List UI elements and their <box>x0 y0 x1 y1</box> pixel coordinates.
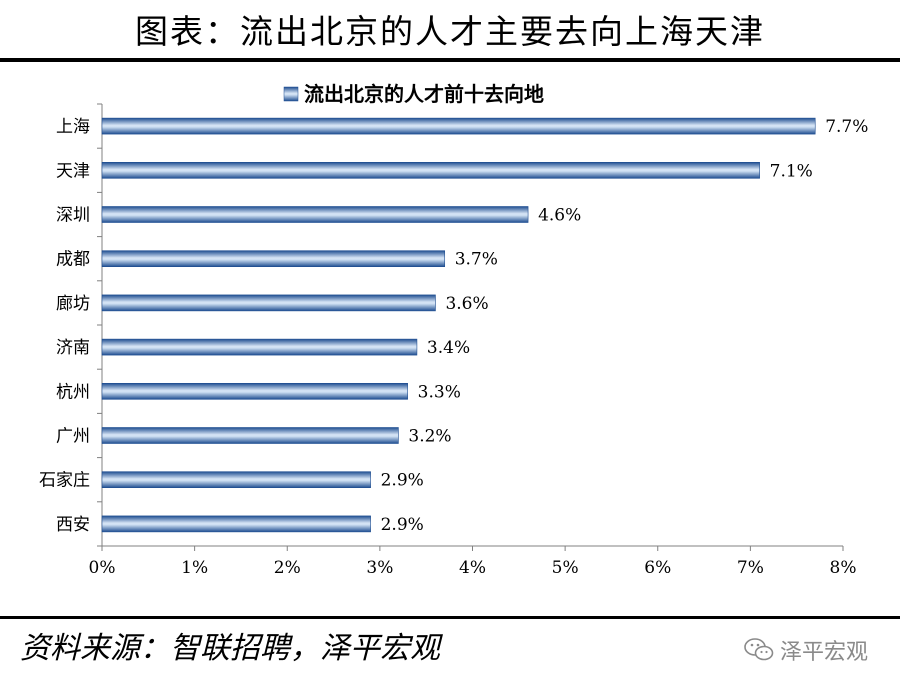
bar <box>101 382 408 400</box>
data-label: 4.6% <box>538 206 581 226</box>
watermark-text: 泽平宏观 <box>780 640 869 665</box>
page-title: 图表：流出北京的人才主要去向上海天津 <box>135 12 765 51</box>
x-tick-label: 0% <box>89 558 116 578</box>
bar <box>101 250 446 267</box>
top-divider <box>0 58 900 62</box>
bar <box>101 162 760 179</box>
x-tick-label: 3% <box>366 558 393 578</box>
category-label: 成都 <box>56 250 90 270</box>
legend-swatch <box>283 86 299 102</box>
category-label: 廊坊 <box>56 294 90 314</box>
category-label: 西安 <box>56 515 90 535</box>
category-label: 深圳 <box>56 206 90 226</box>
bar <box>101 427 399 444</box>
chart-bars <box>101 117 816 533</box>
data-label: 3.7% <box>455 250 498 270</box>
x-tick-label: 1% <box>181 558 208 578</box>
data-label: 2.9% <box>381 471 424 491</box>
data-label: 7.1% <box>770 161 813 181</box>
bar <box>101 338 418 356</box>
bar <box>101 471 371 489</box>
data-label: 3.3% <box>418 382 461 402</box>
x-tick-label: 6% <box>644 558 671 578</box>
data-label: 2.9% <box>381 515 424 535</box>
x-tick-label: 5% <box>552 558 579 578</box>
data-label: 3.2% <box>408 427 451 447</box>
category-label: 天津 <box>56 161 90 181</box>
bar <box>101 117 816 135</box>
category-label: 济南 <box>56 338 90 358</box>
source-note: 资料来源：智联招聘，泽平宏观 <box>20 631 440 666</box>
chart-legend: 流出北京的人才前十去向地 <box>283 82 544 106</box>
category-label: 杭州 <box>56 382 90 402</box>
data-label: 3.6% <box>445 294 488 314</box>
bar <box>101 294 436 312</box>
chart-axes: 0% 1% 2% 3% 4% 5% 6% 7% 8% <box>89 103 857 578</box>
bottom-divider <box>0 616 900 619</box>
category-label: 广州 <box>56 427 90 447</box>
header: 图表：流出北京的人才主要去向上海天津 <box>0 0 900 58</box>
bar <box>101 206 529 223</box>
category-label: 石家庄 <box>39 471 90 491</box>
chart-labels: 上海 7.7% 天津 7.1% 深圳 4.6% 成都 3.7% 廊坊 3.6% 济南 3.4% 杭州 3.… <box>39 117 868 535</box>
category-label: 上海 <box>56 117 90 137</box>
data-label: 7.7% <box>825 117 868 137</box>
x-tick-label: 7% <box>737 558 764 578</box>
x-tick-label: 2% <box>274 558 301 578</box>
data-label: 3.4% <box>427 338 470 358</box>
x-tick-label: 8% <box>830 558 857 578</box>
wechat-icon <box>744 638 774 661</box>
bar <box>101 515 371 533</box>
legend-label: 流出北京的人才前十去向地 <box>304 82 544 106</box>
watermark: 泽平宏观 <box>744 630 868 670</box>
bar-chart: 流出北京的人才前十去向地 0% 1% 2% 3% 4% 5% 6% 7% 8% 上海 7.7% 天津… <box>39 82 868 578</box>
x-tick-label: 4% <box>459 558 486 578</box>
